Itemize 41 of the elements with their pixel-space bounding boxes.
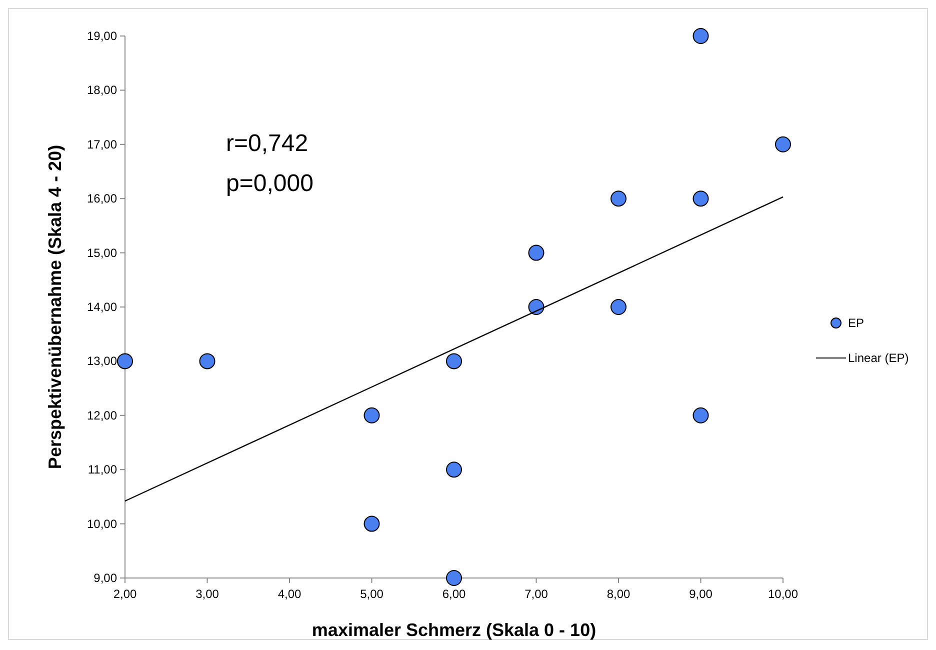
point [364,516,380,532]
point [117,353,133,370]
legend-label: EP [848,316,864,330]
x-tick-label: 3,00 [196,587,220,601]
y-tick-label: 18,00 [86,83,118,98]
point [692,28,709,44]
y-tick-label: 13,00 [86,354,118,368]
y-tick-label: 17,00 [86,137,118,152]
y-tick-label: 15,00 [86,246,118,260]
point [446,570,462,586]
x-tick-label: 8,00 [606,587,630,601]
x-tick-label: 7,00 [524,587,548,601]
y-tick-label: 16,00 [86,192,118,206]
point [610,190,626,207]
y-tick-label: 9,00 [94,571,118,585]
point [775,136,791,152]
x-tick-label: 5,00 [360,587,384,601]
annotation: p=0,000 [226,170,314,197]
legend-label: Linear (EP) [848,351,909,365]
y-axis-title: Perspektivenübernahme (Skala 4 - 20) [45,144,65,470]
point [692,407,709,424]
point [199,353,216,370]
x-axis-title: maximaler Schmerz (Skala 0 - 10) [312,620,596,640]
x-tick-label: 6,00 [442,587,466,601]
point [610,299,626,315]
x-tick-label: 4,00 [278,587,302,601]
x-tick-label: 10,00 [768,587,798,601]
x-tick-label: 9,00 [689,587,713,601]
point [364,407,380,424]
y-tick-label: 19,00 [86,29,118,43]
point [528,299,544,315]
x-tick-label: 2,00 [113,587,137,601]
y-tick-label: 14,00 [86,300,118,314]
y-tick-label: 11,00 [88,462,118,477]
point [446,353,462,370]
point [692,190,709,207]
y-tick-label: 10,00 [86,516,118,531]
annotation: r=0,742 [226,130,308,157]
point [446,462,462,478]
point [528,244,544,261]
y-tick-label: 12,00 [86,408,118,422]
